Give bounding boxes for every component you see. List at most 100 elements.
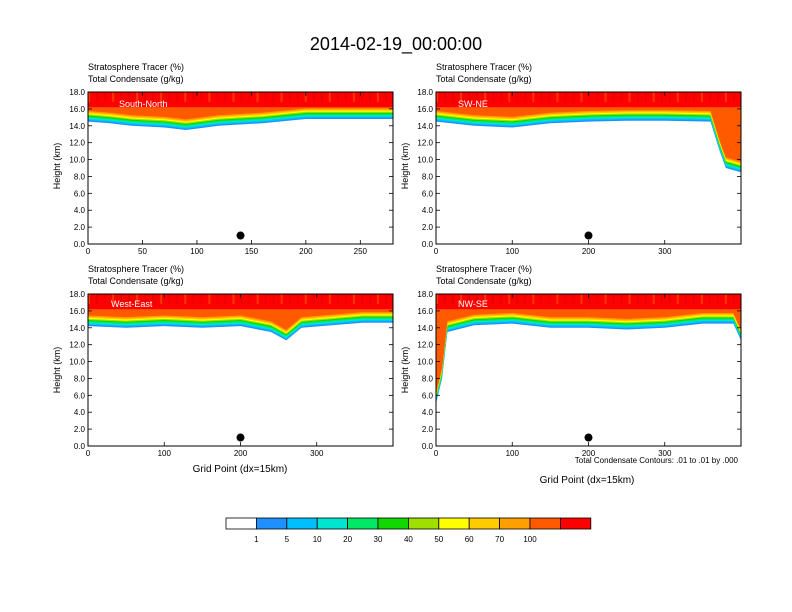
tracer-stripe bbox=[668, 294, 671, 304]
tracer-stripe bbox=[344, 92, 347, 102]
tracer-stripe bbox=[468, 294, 471, 304]
tracer-stripe bbox=[280, 92, 283, 102]
tracer-stripe bbox=[636, 294, 639, 304]
tracer-band-8 bbox=[436, 294, 741, 396]
y-tick-label: 16.0 bbox=[417, 307, 433, 316]
tracer-stripe bbox=[724, 294, 727, 304]
tracer-stripe bbox=[312, 92, 315, 102]
x-tick-label: 150 bbox=[245, 247, 259, 256]
tracer-band-10 bbox=[436, 92, 741, 162]
tracer-stripe bbox=[508, 294, 511, 304]
x-tick-label: 100 bbox=[190, 247, 204, 256]
tracer-stripe bbox=[88, 294, 90, 304]
y-axis-label: Height (km) bbox=[52, 347, 62, 394]
tracer-stripe bbox=[232, 294, 235, 304]
tracer-stripe bbox=[733, 92, 735, 102]
tracer-stripe bbox=[264, 294, 267, 304]
location-marker bbox=[584, 231, 593, 240]
y-tick-label: 12.0 bbox=[417, 139, 433, 148]
tracer-stripe bbox=[200, 92, 203, 102]
tracer-stripe bbox=[716, 294, 719, 304]
tracer-stripe bbox=[176, 92, 179, 102]
location-marker bbox=[584, 433, 593, 442]
tracer-stripe bbox=[200, 294, 203, 304]
tracer-stripe bbox=[628, 294, 631, 304]
colorbar: 1 5 10 20 30 40 50 60 70 100 bbox=[225, 517, 592, 544]
plot-west-east: 0.0 2.0 4.0 6.0 8.0 10.0 12.0 14.0 16.0 18.0 0 100 2… bbox=[69, 290, 394, 458]
tracer-stripe bbox=[385, 92, 387, 102]
y-tick-label: 18.0 bbox=[69, 88, 85, 97]
tracer-stripe bbox=[328, 294, 331, 304]
colorbar-label: 5 bbox=[285, 535, 290, 544]
tracer-stripe bbox=[256, 294, 259, 304]
tracer-stripe bbox=[128, 294, 131, 304]
y-tick-label: 0.0 bbox=[74, 442, 86, 451]
colorbar-label: 1 bbox=[254, 535, 259, 544]
tracer-stripe bbox=[112, 294, 115, 304]
panel-south-north: Stratosphere Tracer (%) Total Condensate… bbox=[52, 62, 394, 256]
colorbar-swatch bbox=[438, 517, 470, 530]
tracer-stripe bbox=[532, 294, 535, 304]
location-marker bbox=[236, 433, 245, 442]
tracer-stripe bbox=[296, 92, 299, 102]
section-label: SW-NE bbox=[458, 99, 488, 109]
x-tick-label: 200 bbox=[582, 449, 596, 458]
tracer-stripe bbox=[516, 294, 519, 304]
tracer-stripe bbox=[572, 294, 575, 304]
panel-sw-ne: Stratosphere Tracer (%) Total Condensate… bbox=[400, 62, 742, 256]
tracer-stripe bbox=[652, 294, 655, 304]
tracer-stripe bbox=[476, 92, 479, 102]
colorbar-swatch bbox=[377, 517, 409, 530]
tracer-stripe bbox=[733, 294, 735, 304]
y-tick-label: 4.0 bbox=[74, 206, 86, 215]
colorbar-swatch bbox=[499, 517, 531, 530]
tracer-stripe bbox=[304, 294, 307, 304]
tracer-stripe bbox=[668, 92, 671, 102]
tracer-stripe bbox=[724, 92, 727, 102]
tracer-stripe bbox=[144, 294, 147, 304]
y-tick-label: 2.0 bbox=[74, 425, 86, 434]
y-tick-label: 4.0 bbox=[422, 408, 434, 417]
panel-header-condensate: Total Condensate (g/kg) bbox=[436, 276, 532, 286]
tracer-stripe bbox=[376, 294, 379, 304]
y-tick-label: 0.0 bbox=[74, 240, 86, 249]
tracer-stripe bbox=[460, 294, 463, 304]
tracer-stripe bbox=[500, 92, 503, 102]
x-tick-label: 0 bbox=[86, 247, 91, 256]
y-axis-label: Height (km) bbox=[400, 143, 410, 190]
tracer-stripe bbox=[436, 92, 438, 102]
tracer-stripe bbox=[344, 294, 347, 304]
panel-header-condensate: Total Condensate (g/kg) bbox=[436, 74, 532, 84]
x-tick-label: 200 bbox=[582, 247, 596, 256]
tracer-stripe bbox=[564, 294, 567, 304]
x-tick-label: 200 bbox=[234, 449, 248, 458]
y-tick-label: 2.0 bbox=[422, 425, 434, 434]
tracer-stripe bbox=[612, 92, 615, 102]
y-tick-label: 8.0 bbox=[74, 172, 86, 181]
tracer-stripe bbox=[540, 294, 543, 304]
tracer-stripe bbox=[336, 294, 339, 304]
tracer-stripe bbox=[692, 294, 695, 304]
tracer-stripe bbox=[360, 92, 363, 102]
colorbar-label: 100 bbox=[523, 535, 537, 544]
tracer-stripe bbox=[160, 294, 163, 304]
tracer-stripe bbox=[352, 92, 355, 102]
tracer-stripe bbox=[224, 92, 227, 102]
tracer-stripe bbox=[716, 92, 719, 102]
tracer-stripe bbox=[152, 92, 155, 102]
tracer-stripe bbox=[168, 92, 171, 102]
colorbar-swatch bbox=[347, 517, 379, 530]
y-tick-label: 12.0 bbox=[417, 341, 433, 350]
y-tick-label: 10.0 bbox=[69, 156, 85, 165]
colorbar-label: 50 bbox=[434, 535, 443, 544]
colorbar-label: 70 bbox=[495, 535, 504, 544]
panel-header-condensate: Total Condensate (g/kg) bbox=[88, 276, 184, 286]
panel-header-tracer: Stratosphere Tracer (%) bbox=[436, 264, 532, 274]
y-tick-label: 0.0 bbox=[422, 240, 434, 249]
tracer-stripe bbox=[152, 294, 155, 304]
location-marker bbox=[236, 231, 245, 240]
tracer-stripe bbox=[468, 92, 471, 102]
tracer-stripe bbox=[312, 294, 315, 304]
tracer-stripe bbox=[160, 92, 163, 102]
tracer-stripe bbox=[192, 92, 195, 102]
